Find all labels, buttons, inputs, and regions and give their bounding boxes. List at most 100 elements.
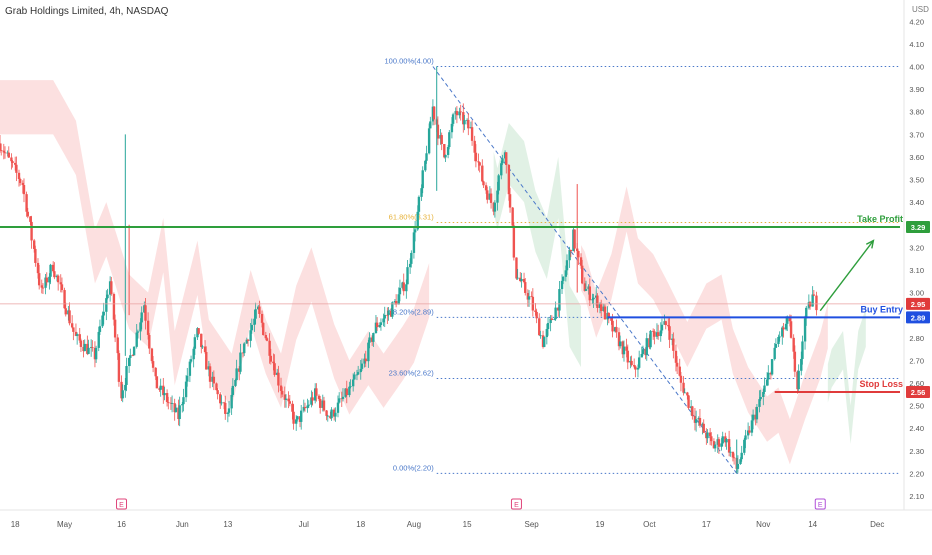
candle-body <box>535 311 538 319</box>
trade-levels: Take Profit Buy Entry Stop Loss <box>0 214 903 394</box>
candle-body <box>120 381 123 399</box>
candle-body <box>211 376 214 382</box>
candle-body <box>203 346 207 353</box>
candle-body <box>702 423 705 433</box>
candle-body <box>17 172 21 180</box>
candle-body <box>162 385 165 396</box>
candle-body <box>489 193 493 203</box>
price-tick-17: 2.50 <box>909 402 924 411</box>
candle-body <box>773 347 776 360</box>
candle-body <box>486 190 489 200</box>
candle-body <box>374 322 378 334</box>
candle-body <box>668 326 671 340</box>
candle-body <box>91 347 94 348</box>
candle-body <box>177 407 180 420</box>
candle-body <box>174 407 178 413</box>
price-tick-14: 2.80 <box>909 334 924 343</box>
candle-body <box>170 403 174 404</box>
candle-body <box>777 336 780 345</box>
candle-body <box>473 140 476 153</box>
candle-body <box>545 329 549 338</box>
candle-body <box>154 367 157 377</box>
candle-body <box>554 307 557 320</box>
candle-body <box>729 451 732 453</box>
candle-body <box>140 312 143 323</box>
candle-body <box>782 327 785 330</box>
candle-body <box>748 430 751 433</box>
candle-body <box>139 322 142 332</box>
candle-body <box>553 319 556 320</box>
price-badge-text-0: 3.29 <box>911 223 926 232</box>
time-tick-6: 18 <box>356 520 365 529</box>
candle-body <box>49 264 52 277</box>
fib-label-1: 61.80%(3.31) <box>389 212 435 221</box>
time-tick-15: Dec <box>870 520 884 529</box>
candle-body <box>79 340 83 347</box>
candle-body <box>789 321 793 338</box>
time-tick-13: Nov <box>756 520 770 529</box>
candle-body <box>205 352 208 370</box>
candle-body <box>710 436 713 442</box>
candle-body <box>11 161 14 163</box>
candle-body <box>786 316 789 324</box>
fibonacci-retracement: 100.00%(4.00) 61.80%(3.31) 38.20%(2.89) 23.… <box>385 57 900 474</box>
candle-body <box>146 320 150 335</box>
candle-body <box>596 295 599 308</box>
candle-body <box>778 336 781 338</box>
candle-body <box>151 361 155 368</box>
candle-body <box>364 358 367 362</box>
candle-body <box>636 367 640 370</box>
candle-body <box>121 390 124 399</box>
candle-body <box>268 340 271 356</box>
candle-body <box>83 343 86 352</box>
candle-body <box>249 330 252 341</box>
candle-body <box>683 392 686 394</box>
price-tick-2: 4.00 <box>909 63 924 72</box>
price-candles <box>0 66 818 474</box>
candle-body <box>402 282 405 292</box>
candle-body <box>32 240 36 249</box>
candle-body <box>431 106 435 122</box>
candle-body <box>45 277 48 283</box>
candle-body <box>148 334 151 349</box>
candle-body <box>34 248 37 263</box>
candle-body <box>53 271 56 278</box>
candle-body <box>497 175 500 191</box>
candle-body <box>336 402 340 413</box>
candle-body <box>469 127 473 129</box>
candle-body <box>583 283 587 291</box>
time-tick-5: Jul <box>299 520 309 529</box>
candle-body <box>212 376 216 384</box>
candle-body <box>564 270 568 277</box>
candle-body <box>630 360 633 366</box>
candle-body <box>617 332 621 347</box>
candle-body <box>512 225 516 258</box>
candle-body <box>78 334 81 341</box>
candle-body <box>755 406 759 420</box>
candle-body <box>0 143 2 151</box>
fib-trendline <box>432 66 738 474</box>
candle-body <box>450 123 454 133</box>
candle-body <box>136 331 140 333</box>
candle-body <box>189 359 193 362</box>
candle-body <box>25 194 28 212</box>
candle-body <box>356 372 360 375</box>
candle-body <box>2 150 5 153</box>
candle-body <box>406 267 409 285</box>
candle-body <box>731 451 735 458</box>
candle-body <box>429 121 432 129</box>
candle-body <box>116 337 119 354</box>
candle-body <box>660 324 664 331</box>
candle-body <box>75 334 79 336</box>
candle-body <box>44 277 47 288</box>
candle-body <box>569 249 573 252</box>
earnings-marker-label-0: E <box>119 502 124 509</box>
candle-body <box>348 386 351 396</box>
price-tick-12: 3.00 <box>909 289 924 298</box>
candle-body <box>805 307 808 319</box>
candle-body <box>98 326 102 332</box>
candle-body <box>208 366 212 382</box>
candle-body <box>427 128 431 154</box>
